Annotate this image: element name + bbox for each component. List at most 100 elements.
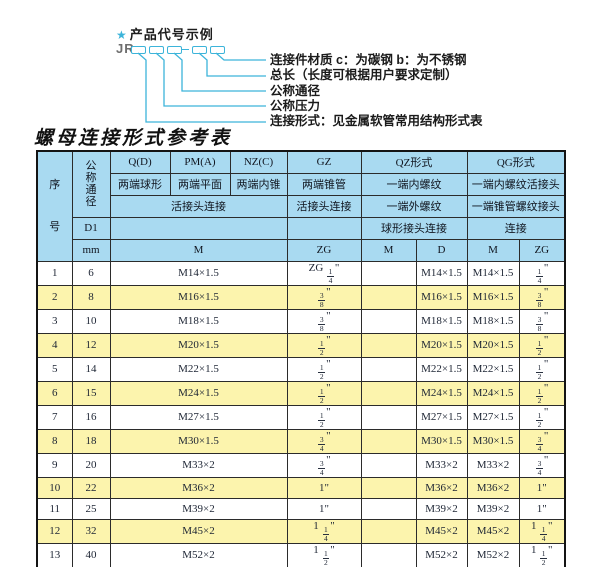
- table-cell: 3: [36, 308, 73, 334]
- table-cell: 1 2 ": [286, 404, 362, 430]
- table-cell: M30×1.5: [415, 428, 468, 454]
- table-row: 13 40 M52×2 1 1 2 " M52×2 M52×2 1 1 2 ": [36, 542, 566, 567]
- table-cell: M36×2: [415, 476, 468, 499]
- product-code-example-title: ★ 产品代号示例: [116, 24, 214, 43]
- table-cell: 7: [36, 404, 73, 430]
- table-cell: 10: [36, 476, 73, 499]
- table-cell: 1: [36, 260, 73, 286]
- dash-separator: [182, 49, 189, 50]
- table-cell: [360, 260, 417, 286]
- table-cell: 2: [36, 284, 73, 310]
- table-row: 12 32 M45×2 1 1 4 " M45×2 M45×2 1 1 4 ": [36, 518, 566, 544]
- header-cell: 两端锥管: [286, 172, 362, 196]
- table-cell: M20×1.5: [109, 332, 288, 358]
- table-cell: 4: [36, 332, 73, 358]
- table-cell: M20×1.5: [466, 332, 520, 358]
- table-cell: M27×1.5: [415, 404, 468, 430]
- table-cell: 1 2 ": [518, 380, 566, 406]
- table-cell: M16×1.5: [466, 284, 520, 310]
- table-cell: M14×1.5: [109, 260, 288, 286]
- table-cell: M39×2: [109, 497, 288, 520]
- table-cell: M30×1.5: [466, 428, 520, 454]
- legend-nominal-pressure: 公称压力: [270, 98, 321, 113]
- table-cell: 8: [71, 284, 111, 310]
- header-cell: 一端锥管螺纹接头: [466, 194, 566, 218]
- table-cell: 1 2 ": [518, 356, 566, 382]
- header-cell: 活接头连接: [109, 194, 288, 218]
- header-cell: 一端外螺纹: [360, 194, 468, 218]
- table-cell: M14×1.5: [415, 260, 468, 286]
- table-cell: M52×2: [415, 542, 468, 567]
- table-cell: M24×1.5: [466, 380, 520, 406]
- table-cell: [360, 404, 417, 430]
- table-cell: M24×1.5: [415, 380, 468, 406]
- header-cell: NZ(C): [229, 150, 288, 174]
- table-cell: [360, 518, 417, 544]
- table-cell: 1 1 2 ": [518, 542, 566, 567]
- table-cell: M14×1.5: [466, 260, 520, 286]
- table-row: 4 12 M20×1.5 1 2 " M20×1.5 M20×1.5 1 2 ": [36, 332, 566, 358]
- table-row: 5 14 M22×1.5 1 2 " M22×1.5 M22×1.5 1 2 ": [36, 356, 566, 382]
- table-cell: M45×2: [466, 518, 520, 544]
- table-cell: M33×2: [415, 452, 468, 478]
- table-cell: M36×2: [466, 476, 520, 499]
- table-cell: [360, 452, 417, 478]
- table-cell: [360, 542, 417, 567]
- table-cell: M22×1.5: [466, 356, 520, 382]
- table-cell: 3 8 ": [518, 284, 566, 310]
- table-cell: 1 2 ": [286, 380, 362, 406]
- header-cell: D1: [71, 216, 111, 240]
- header-cell: 连接: [466, 216, 566, 240]
- header-cell: ZG: [286, 238, 362, 262]
- table-row: 1 6 M14×1.5 ZG 1 4 " M14×1.5 M14×1.5 1 4 ": [36, 260, 566, 286]
- table-cell: M27×1.5: [109, 404, 288, 430]
- table-cell: 1": [286, 497, 362, 520]
- table-body: 1 6 M14×1.5 ZG 1 4 " M14×1.5 M14×1.5 1 4 " 2 8 M16×1.…: [36, 260, 566, 567]
- table-row: 8 18 M30×1.5 3 4 " M30×1.5 M30×1.5 3 4 ": [36, 428, 566, 454]
- header-cell: PM(A): [169, 150, 231, 174]
- table-cell: 1": [518, 497, 566, 520]
- header-cell: 活接头连接: [286, 194, 362, 218]
- legend-nominal-diameter: 公称通径: [270, 83, 321, 98]
- table-cell: M18×1.5: [466, 308, 520, 334]
- legend-connection-form: 连接形式：见金属软管常用结构形式表: [270, 114, 483, 129]
- header-row: 两端球形 两端平面 两端内锥 两端锥管 一端内螺纹 一端内螺纹活接头: [37, 172, 566, 196]
- table-row: 9 20 M33×2 3 4 " M33×2 M33×2 3 4 ": [36, 452, 566, 478]
- table-container: 序号公称通径 Q(D) PM(A) NZ(C) GZ QZ形式 QG形式 两端球形 两端平面 两端…: [36, 150, 567, 567]
- table-cell: 1 1 2 ": [286, 542, 362, 567]
- table-cell: 10: [71, 308, 111, 334]
- header-cell: M: [466, 238, 520, 262]
- table-cell: [360, 497, 417, 520]
- header-row: 序号公称通径 Q(D) PM(A) NZ(C) GZ QZ形式 QG形式: [36, 150, 566, 262]
- table-cell: 40: [71, 542, 111, 567]
- table-cell: M22×1.5: [109, 356, 288, 382]
- table-cell: ZG 1 4 ": [286, 260, 362, 286]
- table-cell: M24×1.5: [109, 380, 288, 406]
- table-cell: 25: [71, 497, 111, 520]
- header-cell: QZ形式: [360, 150, 468, 174]
- header-cell: D: [415, 238, 468, 262]
- header-cell: [109, 216, 288, 240]
- table-cell: 20: [71, 452, 111, 478]
- table-cell: [360, 356, 417, 382]
- table-cell: M22×1.5: [415, 356, 468, 382]
- table-cell: 1 4 ": [518, 260, 566, 286]
- table-cell: M33×2: [109, 452, 288, 478]
- table-cell: 3 4 ": [286, 452, 362, 478]
- table-cell: M33×2: [466, 452, 520, 478]
- table-cell: 1 2 ": [286, 356, 362, 382]
- table-cell: M52×2: [109, 542, 288, 567]
- header-cell: M: [109, 238, 288, 262]
- header-cell: M: [360, 238, 417, 262]
- table-cell: 12: [71, 332, 111, 358]
- table-cell: [360, 284, 417, 310]
- table-title: 螺母连接形式参考表: [34, 127, 233, 149]
- table-cell: 11: [36, 497, 73, 520]
- table-cell: 12: [36, 518, 73, 544]
- star-icon: ★: [116, 28, 128, 42]
- header-cell: 两端平面: [169, 172, 231, 196]
- table-cell: 3 4 ": [518, 452, 566, 478]
- product-code-prefix: JR: [116, 41, 135, 56]
- table-row: 11 25 M39×2 1" M39×2 M39×2 1": [36, 497, 566, 520]
